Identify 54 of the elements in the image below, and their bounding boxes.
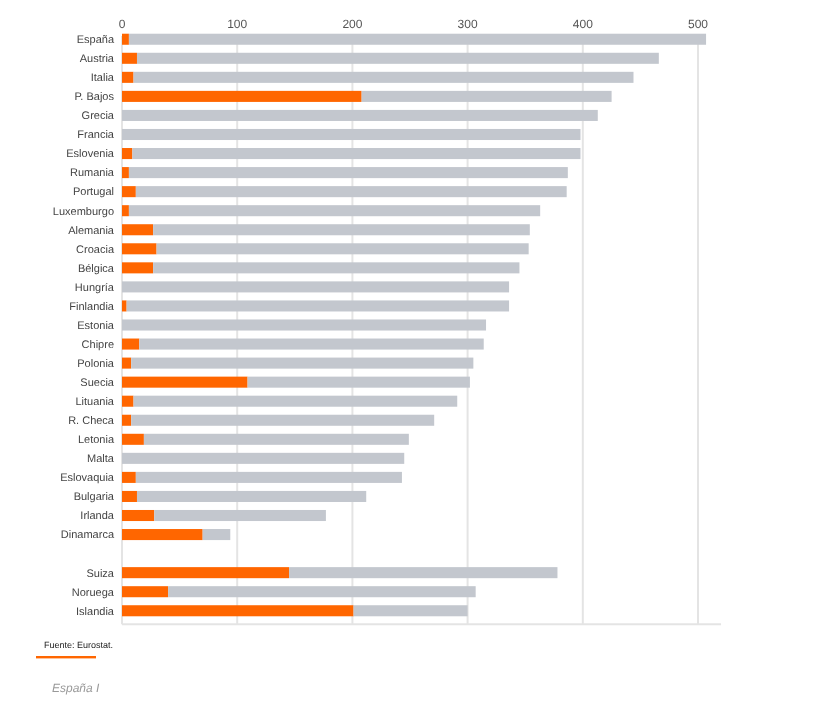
bar	[133, 71, 634, 83]
bar	[122, 605, 354, 617]
bar	[156, 243, 529, 255]
bar	[122, 167, 129, 179]
bar	[122, 109, 598, 121]
bar	[122, 433, 144, 445]
bar	[122, 33, 129, 45]
bar	[122, 186, 136, 198]
bar	[153, 262, 520, 274]
bar	[122, 205, 129, 217]
bar	[122, 395, 134, 407]
bar	[122, 262, 154, 274]
bar	[135, 186, 567, 198]
bar	[154, 509, 326, 522]
bar	[122, 148, 133, 160]
bar	[122, 586, 169, 598]
bar	[128, 205, 541, 217]
bar	[133, 395, 458, 407]
bar	[128, 167, 568, 179]
bar	[153, 224, 530, 236]
bar	[247, 376, 470, 388]
bar	[122, 319, 487, 331]
bar	[289, 567, 558, 579]
bar	[143, 433, 409, 445]
bar	[131, 357, 474, 369]
bar	[122, 224, 154, 236]
bar	[361, 90, 612, 102]
bar	[122, 509, 155, 522]
bar	[122, 490, 137, 502]
bar	[126, 300, 510, 312]
bar	[168, 586, 476, 598]
bar	[131, 414, 435, 426]
bar	[122, 281, 510, 293]
bar	[122, 567, 290, 579]
bar	[122, 376, 248, 388]
bar	[353, 605, 468, 617]
bar	[132, 148, 581, 160]
bar	[122, 243, 157, 255]
bar	[136, 490, 367, 502]
bar	[122, 71, 134, 83]
bar	[122, 128, 581, 141]
bar	[122, 452, 405, 464]
bar	[139, 338, 484, 350]
bar	[122, 471, 136, 483]
bar	[122, 338, 140, 350]
bar	[128, 33, 707, 45]
bar	[135, 471, 402, 483]
bar	[122, 52, 137, 64]
bar	[122, 414, 132, 426]
bar	[202, 529, 231, 541]
bar	[136, 52, 659, 64]
bar	[122, 529, 203, 541]
bar	[122, 357, 132, 369]
bar	[122, 90, 362, 102]
